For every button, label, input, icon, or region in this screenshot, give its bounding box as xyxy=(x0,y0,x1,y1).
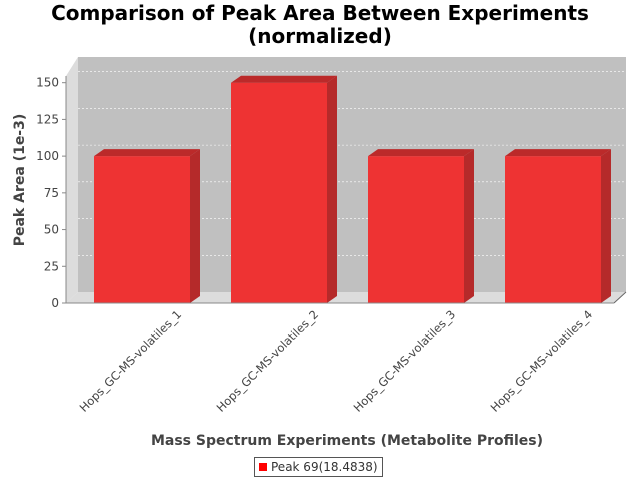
bar-side xyxy=(190,149,200,303)
legend-label: Peak 69(18.4838) xyxy=(271,460,378,474)
bar-side xyxy=(327,75,337,303)
x-tick-label: Hops_GC-MS-volatiles_2 xyxy=(214,307,321,414)
x-tick-label: Hops_GC-MS-volatiles_1 xyxy=(77,307,184,414)
bar-top xyxy=(505,149,611,157)
bar xyxy=(505,149,611,303)
bar-top xyxy=(231,75,337,83)
y-tick-label: 0 xyxy=(51,296,59,310)
x-axis-title: Mass Spectrum Experiments (Metabolite Pr… xyxy=(151,433,543,449)
bar-front xyxy=(94,156,190,303)
y-axis-title: Peak Area (1e-3) xyxy=(12,114,28,247)
bar-top xyxy=(368,149,474,157)
bar xyxy=(368,149,474,303)
bars xyxy=(94,75,611,303)
y-tick-label: 50 xyxy=(44,223,59,237)
bar-side xyxy=(601,149,611,303)
x-tick-label: Hops_GC-MS-volatiles_3 xyxy=(351,307,458,414)
bar-front xyxy=(505,156,601,303)
chart-title: Comparison of Peak Area Between Experime… xyxy=(0,2,640,48)
bar-top xyxy=(94,149,200,157)
y-tick-label: 25 xyxy=(44,259,59,273)
plot-floor xyxy=(66,292,626,303)
y-tick-label: 125 xyxy=(36,112,59,126)
plot-left-wall xyxy=(66,57,78,303)
chart-title-line2: (normalized) xyxy=(248,24,392,48)
floor-edge xyxy=(613,291,627,304)
x-tick-label: Hops_GC-MS-volatiles_4 xyxy=(488,307,595,414)
y-tick-label: 75 xyxy=(44,186,59,200)
y-tick-label: 100 xyxy=(36,149,59,163)
bar xyxy=(94,149,200,303)
legend: Peak 69(18.4838) xyxy=(254,457,383,477)
bar-front xyxy=(231,82,327,303)
bar-front xyxy=(368,156,464,303)
legend-swatch xyxy=(259,463,267,471)
y-tick-label: 150 xyxy=(36,76,59,90)
bar-side xyxy=(464,149,474,303)
x-axis: Hops_GC-MS-volatiles_1 Hops_GC-MS-volatil… xyxy=(66,302,614,415)
y-axis: 0 25 50 75 100 125 150 xyxy=(36,76,67,310)
chart-title-line1: Comparison of Peak Area Between Experime… xyxy=(51,1,589,25)
bar xyxy=(231,75,337,303)
